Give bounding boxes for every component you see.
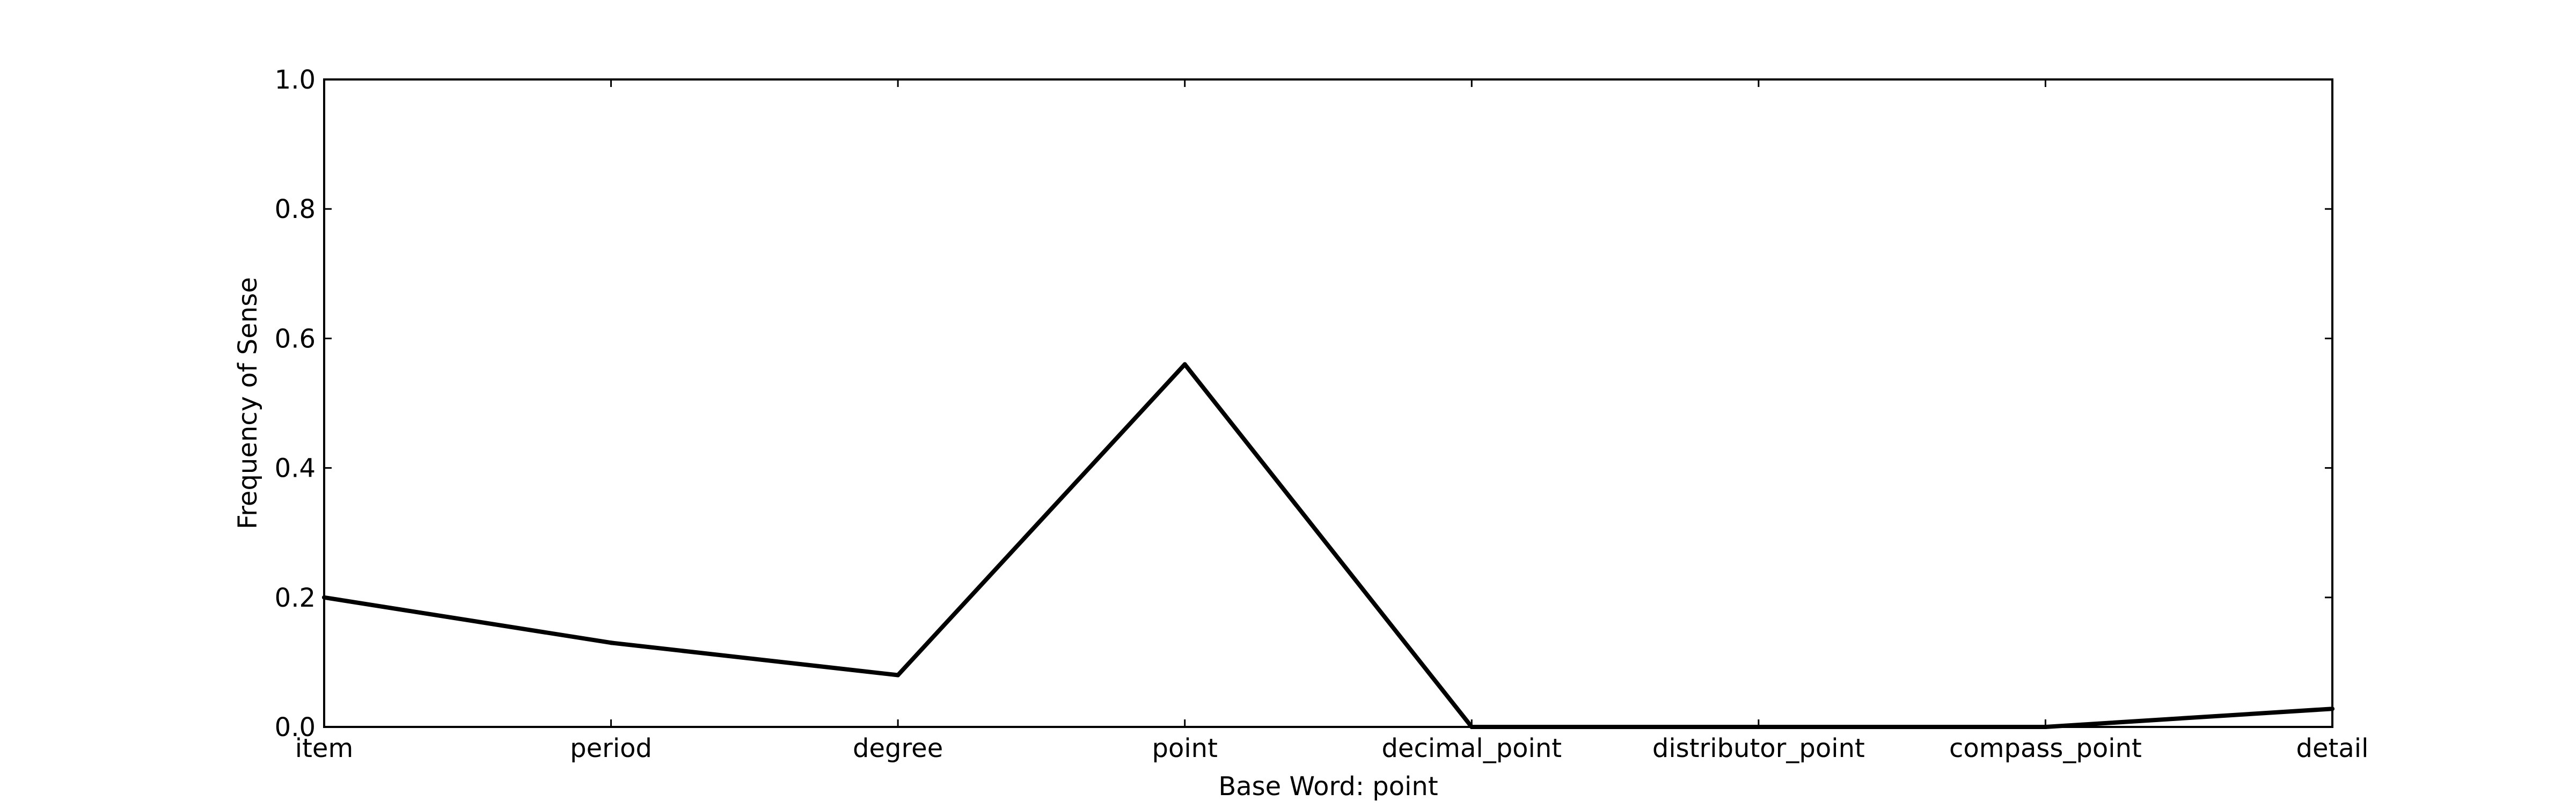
x-tick-label: decimal_point bbox=[1381, 733, 1562, 763]
x-tick-label: detail bbox=[2296, 733, 2369, 763]
y-tick-label: 0.8 bbox=[275, 194, 316, 224]
data-point bbox=[1182, 362, 1187, 367]
series-line-segment bbox=[2043, 707, 2334, 729]
series-line-segment bbox=[609, 640, 901, 678]
y-tick-label: 0.0 bbox=[275, 712, 316, 743]
x-tick-label: distributor_point bbox=[1652, 733, 1865, 763]
tick-labels-layer: item period degree point decimal_point distri… bbox=[275, 65, 2369, 763]
x-tick-label: degree bbox=[853, 733, 943, 763]
series-line-segment bbox=[896, 362, 1187, 678]
y-tick-label: 0.6 bbox=[275, 324, 316, 354]
plot-area bbox=[324, 79, 2332, 727]
data-point bbox=[896, 673, 901, 678]
y-tick-label: 1.0 bbox=[275, 65, 316, 95]
y-tick-label: 0.2 bbox=[275, 583, 316, 613]
series-line-segment bbox=[1182, 362, 1474, 729]
x-tick-label: item bbox=[295, 733, 353, 763]
x-tick-label: period bbox=[570, 733, 652, 763]
x-axis-label: Base Word: point bbox=[1218, 771, 1438, 802]
x-tick-label: compass_point bbox=[1949, 733, 2142, 763]
y-axis-label: Frequency of Sense bbox=[233, 277, 263, 529]
data-point bbox=[609, 640, 613, 645]
x-tick-label: point bbox=[1152, 733, 1218, 763]
series-line-segment bbox=[322, 595, 613, 645]
y-tick-label: 0.4 bbox=[275, 454, 316, 484]
plot-frame bbox=[323, 78, 2333, 728]
